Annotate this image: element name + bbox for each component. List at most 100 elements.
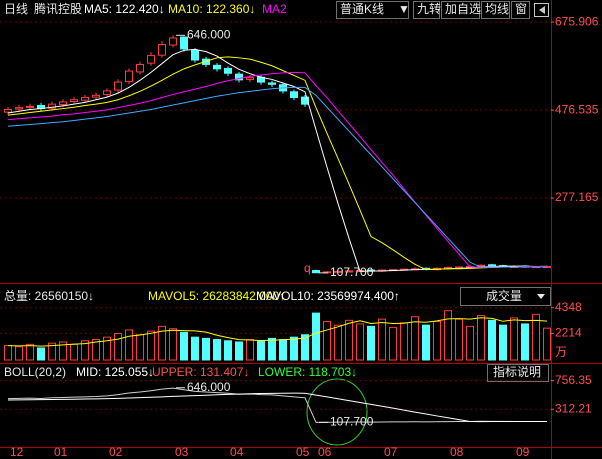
candle-body [290,91,298,99]
x-tick-label: 12 [10,445,24,459]
toolbar-button[interactable]: 加自选 [441,1,482,19]
icon-box[interactable] [534,3,549,17]
candle-body [488,264,496,267]
volume-bar [202,337,210,361]
indicator-label[interactable]: 指标说明 [493,364,541,379]
x-tick-label: 01 [54,445,68,459]
candle-body [345,270,353,273]
candle-body [191,49,199,61]
volume-bar [312,312,320,361]
toolbar-label[interactable]: 九转 [417,1,441,16]
volume-bar [4,345,12,361]
toolbar-label[interactable]: 普通K线 [340,2,384,16]
indicator-box[interactable] [487,364,549,382]
volume-bar [48,342,56,361]
volume-bar [279,339,287,361]
annotation-label: 646.000 [187,380,231,394]
volume-bar [268,337,276,361]
volume-bar [246,339,254,361]
indicator-button[interactable]: 指标说明 [487,364,549,382]
boll-mid-line [7,392,547,423]
candle-body [103,90,111,95]
x-tick-label: 05 [296,445,310,459]
candle-body [26,105,34,108]
annotation-marker: q [304,261,311,275]
candle-body [114,81,122,91]
toolbar-button[interactable]: 窗 [511,1,530,19]
candle-body [70,99,78,103]
annotation-label: 646.000 [187,27,231,41]
legend-entry: UPPER: 131.407↓ [152,365,249,379]
legend-entry: MAVOL10: 23569974.400↑ [256,289,400,303]
toolbar-label[interactable]: 加自选 [445,2,481,16]
toolbar-box[interactable] [413,1,440,19]
selector-label[interactable]: 成交量 [486,288,522,303]
volume-bar [213,339,221,361]
candle-body [180,36,188,50]
volume-title: 总量: 26560150↓ [4,289,94,303]
volume-bar [290,336,298,361]
toolbar-box[interactable] [336,1,409,19]
window-icon[interactable] [534,3,549,17]
volume-bar [532,313,540,361]
volume-bar [367,325,375,361]
annotation-label: 107.700 [330,265,374,279]
toolbar-button[interactable]: ▼ [398,2,410,16]
boll-title: BOLL(20,2) [4,365,66,379]
candle-body [213,64,221,70]
y-tick-label: 675.906 [555,14,599,28]
toolbar-label[interactable]: 窗 [515,2,527,16]
toolbar-button[interactable]: 九转 [413,1,442,19]
volume-bar [455,318,463,361]
volume-bar [334,324,342,361]
candle-body [235,73,243,81]
volume-bar [15,346,23,361]
toolbar-label[interactable]: ▼ [398,2,410,16]
candle-body [48,103,56,109]
volume-bar [147,330,155,361]
y-tick-label: 2214 [555,326,582,340]
ma-line [7,86,547,268]
selector-button[interactable]: 成交量 [460,287,551,306]
highlight-ellipse [306,378,368,446]
candle-body [92,94,100,98]
volume-bar [466,325,474,361]
volume-bar [158,325,166,361]
x-tick-label: 06 [318,445,332,459]
selector-box[interactable] [460,287,551,306]
legend-entry: MA2 [262,2,287,16]
volume-bar [26,343,34,361]
volume-bar [37,347,45,361]
toolbar-label[interactable]: 均线 [485,2,509,16]
y-tick-label: 277.165 [555,190,599,204]
ma-line [7,56,548,271]
volume-bar [169,328,177,361]
candle-body [246,77,254,80]
volume-bar [433,321,441,361]
candle-body [268,82,276,85]
volume-bar [488,319,496,361]
selector-arrow[interactable] [537,294,545,299]
volume-bar [510,317,518,361]
price-line [7,387,547,423]
toolbar-box[interactable] [511,1,530,19]
toolbar-box[interactable] [481,1,510,19]
volume-bar [345,319,353,361]
volume-bar [114,333,122,361]
candle-body [312,270,320,274]
toolbar-button[interactable]: 普通K线 [336,1,409,19]
volume-bar [400,322,408,361]
volume-bar [81,340,89,361]
volume-bar [356,323,364,361]
icon-arrow[interactable] [539,6,545,14]
toolbar-box[interactable] [441,1,480,19]
volume-bar [235,341,243,361]
y-tick-label: 756.35 [555,373,592,387]
legend-entry: MA5: 122.420↓ [84,2,165,16]
candle-body [158,44,166,56]
legend-entry: LOWER: 118.703↓ [258,365,357,379]
toolbar-button[interactable]: 均线 [481,1,510,19]
